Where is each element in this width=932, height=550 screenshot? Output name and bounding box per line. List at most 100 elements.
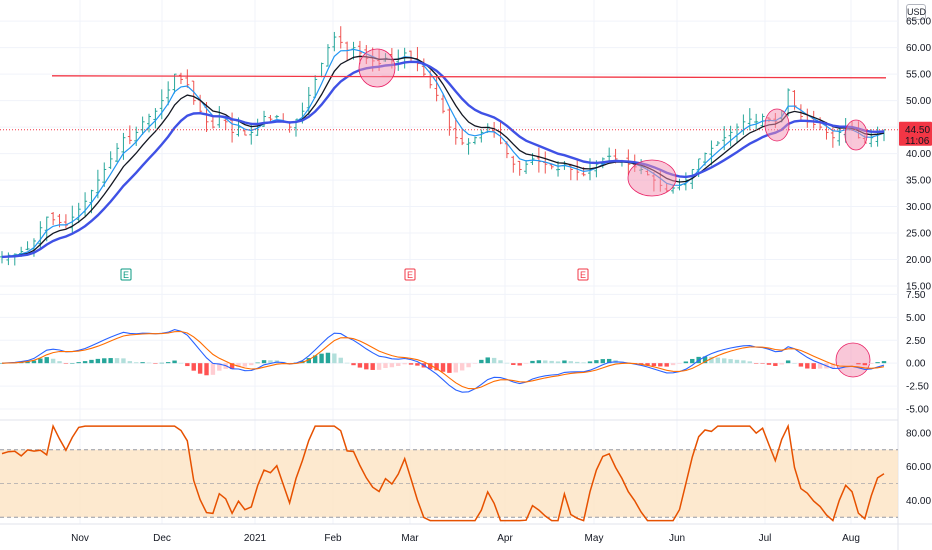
macd-hist-bar	[344, 362, 350, 364]
price-tick-label: 20.00	[906, 255, 931, 266]
macd-hist-bar	[440, 363, 446, 372]
macd-hist-bar	[82, 361, 88, 364]
price-tick-label: 55.00	[906, 70, 931, 81]
macd-hist-bar	[491, 357, 497, 364]
macd-hist-bar	[114, 358, 120, 364]
macd-hist-bar	[332, 353, 337, 364]
macd-hist-bar	[364, 363, 369, 370]
macd-tick-label: 5.00	[906, 313, 926, 324]
macd-hist-bar	[102, 358, 107, 364]
macd-hist-bar	[517, 363, 522, 366]
macd-hist-bar	[543, 360, 548, 364]
macd-hist-bar	[843, 363, 848, 364]
macd-hist-bar	[453, 363, 458, 373]
macd-hist-bar	[229, 363, 235, 370]
macd-hist-bar	[210, 363, 216, 375]
macd-hist-bar	[568, 361, 574, 364]
macd-hist-bar	[261, 360, 267, 364]
macd-hist-bar	[881, 361, 887, 364]
macd-hist-bar	[191, 363, 196, 371]
highlight-circle-jul	[764, 108, 790, 142]
price-tick-label: 60.00	[906, 43, 931, 54]
macd-tick-label: -2.50	[906, 382, 929, 393]
macd-hist-bar	[773, 363, 778, 366]
macd-hist-bar	[217, 363, 222, 371]
macd-hist-bar	[785, 360, 791, 364]
macd-hist-bar	[600, 359, 605, 364]
highlight-circle-may	[627, 159, 677, 197]
macd-line	[1, 329, 885, 393]
resistance-line	[51, 75, 887, 79]
macd-hist-bar	[849, 363, 855, 364]
macd-hist-bar	[172, 360, 177, 364]
macd-hist-bar	[204, 363, 209, 376]
macd-hist-bar	[434, 363, 439, 371]
macd-hist-bar	[511, 363, 516, 365]
macd-hist-bar	[523, 363, 529, 364]
time-label-mar: Mar	[401, 533, 419, 544]
macd-hist-bar	[581, 362, 586, 364]
earnings-marker-box	[120, 268, 132, 281]
price-tick-label: 65.00	[906, 17, 931, 28]
ema-slow-line	[1, 60, 885, 259]
macd-hist-bar	[779, 363, 784, 365]
currency-label: USD	[906, 4, 926, 20]
time-label-aug: Aug	[842, 533, 860, 544]
time-label-apr: Apr	[497, 533, 513, 544]
macd-hist-bar	[651, 363, 657, 367]
price-tick-label: 30.00	[906, 202, 931, 213]
macd-hist-bar	[830, 363, 836, 369]
macd-hist-bar	[312, 355, 318, 364]
macd-hist-bar	[108, 358, 113, 364]
macd-tick-label: 7.50	[906, 290, 926, 301]
macd-hist-bar	[31, 360, 37, 364]
macd-hist-bar	[121, 358, 126, 364]
macd-hist-bar	[383, 363, 388, 368]
highlight-circle-aug	[844, 119, 868, 151]
earnings-marker-box	[404, 268, 416, 281]
macd-hist-bar	[255, 362, 260, 364]
bar-countdown-label: 11:06	[905, 136, 930, 147]
macd-hist-bar	[319, 353, 324, 364]
price-tick-label: 40.00	[906, 149, 931, 160]
macd-hist-bar	[325, 352, 331, 364]
macd-hist-bar	[25, 361, 30, 364]
macd-hist-bar	[555, 361, 561, 364]
macd-hist-bar	[57, 361, 62, 364]
macd-hist-bar	[856, 363, 861, 365]
macd-hist-bar	[504, 362, 510, 364]
macd-hist-bar	[459, 363, 465, 371]
macd-hist-bar	[472, 363, 478, 364]
macd-hist-bar	[376, 363, 382, 370]
earnings-marker-label: E	[580, 270, 586, 280]
time-label-may: May	[585, 533, 604, 544]
macd-hist-bar	[760, 363, 765, 364]
macd-hist-bar	[268, 360, 273, 364]
highlight-circle-macd	[835, 342, 871, 378]
macd-hist-bar	[236, 363, 241, 367]
macd-tick-label: -5.00	[906, 405, 929, 416]
price-tick-label: 35.00	[906, 176, 931, 187]
macd-hist-bar	[805, 363, 810, 369]
macd-hist-bar	[837, 363, 842, 367]
macd-hist-bar	[536, 360, 542, 364]
macd-hist-bar	[197, 363, 203, 374]
earnings-marker-label: E	[407, 270, 413, 280]
last-price-badge	[899, 121, 932, 146]
macd-hist-bar	[185, 363, 190, 367]
macd-hist-bar	[127, 361, 133, 364]
macd-histogram	[0, 352, 887, 376]
macd-hist-bar	[811, 363, 816, 369]
macd-hist-bar	[428, 363, 433, 370]
macd-hist-bar	[722, 358, 727, 364]
earnings-marker-3: E	[577, 268, 589, 281]
macd-hist-bar	[178, 362, 184, 364]
macd-hist-bar	[575, 361, 580, 364]
macd-hist-bar	[44, 357, 49, 364]
macd-hist-bar	[664, 363, 669, 367]
macd-hist-bar	[798, 363, 804, 367]
macd-hist-bar	[338, 357, 343, 364]
macd-hist-bar	[690, 358, 695, 364]
macd-hist-bar	[728, 359, 733, 364]
